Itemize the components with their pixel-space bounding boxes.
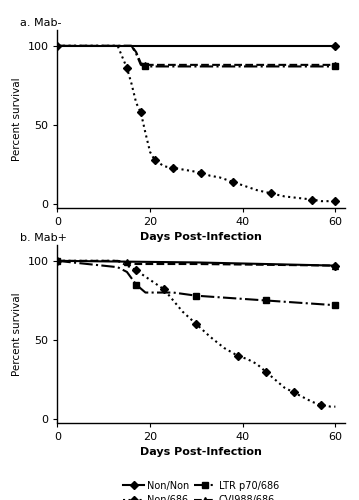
Y-axis label: Percent survival: Percent survival [12, 292, 22, 376]
Legend: Non/Non, Non/686, LTR p70/686, CVI988/686: Non/Non, Non/686, LTR p70/686, CVI988/68… [123, 480, 279, 500]
Y-axis label: Percent survival: Percent survival [12, 77, 22, 160]
X-axis label: Days Post-Infection: Days Post-Infection [140, 232, 262, 242]
Legend: Non/Non, Non/686, LTR p70/686, CVI988/686: Non/Non, Non/686, LTR p70/686, CVI988/68… [123, 252, 279, 276]
Text: a. Mab-: a. Mab- [20, 18, 62, 28]
Text: b. Mab+: b. Mab+ [20, 232, 67, 242]
X-axis label: Days Post-Infection: Days Post-Infection [140, 447, 262, 457]
